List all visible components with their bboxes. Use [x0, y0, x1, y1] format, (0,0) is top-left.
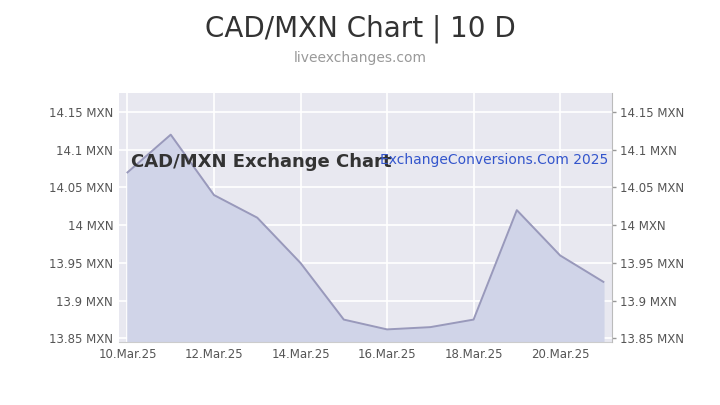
Text: CAD/MXN Exchange Chart: CAD/MXN Exchange Chart [131, 153, 392, 171]
Text: CAD/MXN Chart | 10 D: CAD/MXN Chart | 10 D [204, 14, 516, 43]
Text: liveexchanges.com: liveexchanges.com [294, 51, 426, 65]
Text: ExchangeConversions.Com 2025: ExchangeConversions.Com 2025 [380, 153, 608, 167]
